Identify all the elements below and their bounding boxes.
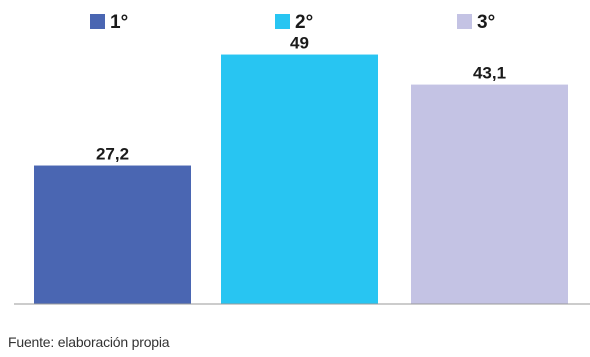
legend: 1° 2° 3°	[90, 12, 495, 33]
legend-swatch-3	[457, 14, 472, 29]
bars-group	[34, 54, 568, 304]
source-note: Fuente: elaboración propia	[8, 334, 170, 350]
legend-label-3: 3°	[477, 12, 495, 33]
value-label-3: 43,1	[473, 64, 506, 83]
value-label-2: 49	[290, 34, 309, 53]
legend-swatch-1	[90, 14, 105, 29]
legend-label-1: 1°	[110, 12, 128, 33]
bar-3	[411, 84, 568, 304]
value-labels-group: 27,2 49 43,1	[96, 34, 506, 164]
value-label-1: 27,2	[96, 145, 129, 164]
bar-2	[221, 54, 378, 304]
bar-chart: 1° 2° 3° 27,2 49 43,1	[14, 12, 590, 305]
bar-1	[34, 165, 191, 304]
legend-swatch-2	[275, 14, 290, 29]
legend-label-2: 2°	[295, 12, 313, 33]
